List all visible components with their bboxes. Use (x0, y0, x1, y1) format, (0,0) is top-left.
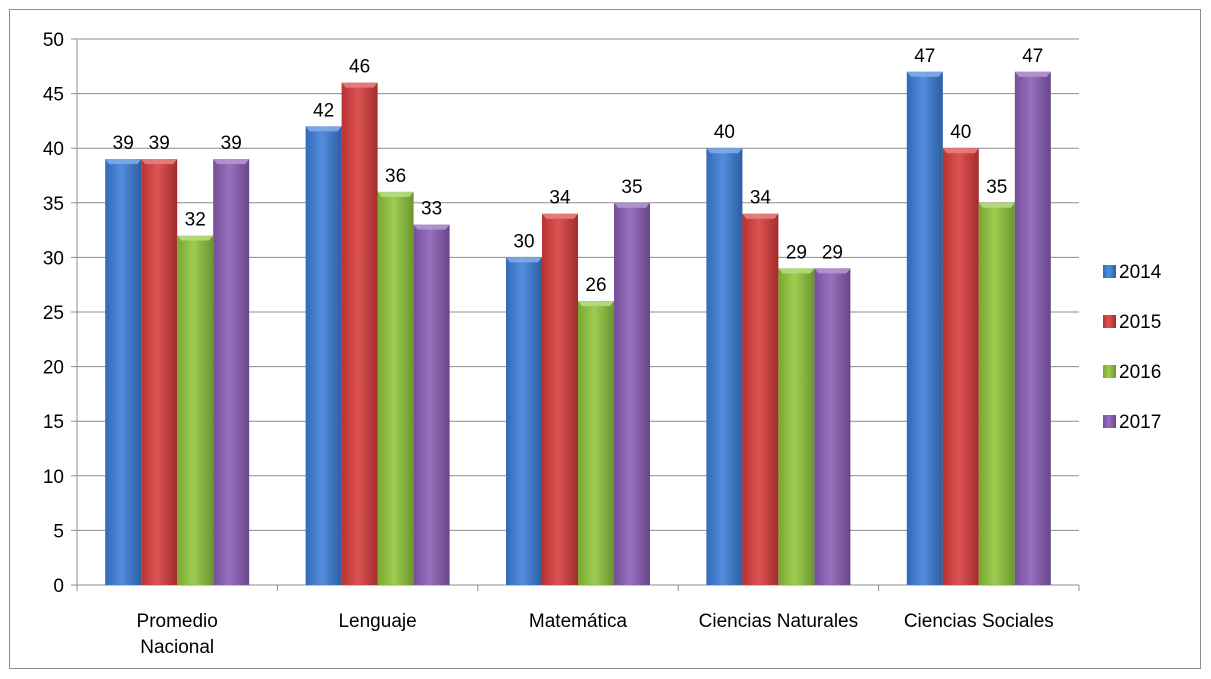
data-label: 29 (822, 242, 843, 263)
data-label: 40 (714, 122, 735, 143)
bar-cap (978, 202, 1015, 208)
bar-2015-3 (742, 213, 779, 585)
bar-2014-2 (506, 257, 542, 585)
bar-2016-3 (778, 268, 815, 585)
y-tick-label: 15 (43, 412, 64, 433)
y-tick-label: 0 (53, 576, 64, 597)
bar-2016-0 (177, 235, 214, 585)
bar-2015-4 (942, 148, 979, 585)
bar-2015-1 (341, 82, 378, 586)
bar-2017-4 (1014, 71, 1051, 585)
data-labels: 39 39 32 39 42 46 36 33 30 34 26 35 40 34 29 29 47 40 35 47 (113, 46, 1044, 296)
category-label: Ciencias Naturales (699, 611, 858, 632)
y-tick-label: 35 (43, 194, 64, 215)
data-label: 34 (549, 188, 571, 209)
data-label: 46 (349, 57, 370, 78)
y-tick-label: 10 (43, 467, 64, 488)
legend-swatch-2016 (1103, 365, 1116, 378)
data-label: 29 (786, 242, 807, 263)
bar-cap (177, 235, 214, 241)
legend-swatch-2014 (1103, 265, 1116, 278)
bar-2014-1 (305, 126, 342, 586)
bar-2016-2 (578, 301, 614, 585)
data-label: 39 (113, 133, 134, 154)
data-label: 32 (185, 210, 206, 231)
y-tick-label: 25 (43, 303, 64, 324)
bar-cap (341, 82, 378, 88)
bar-cap (614, 202, 650, 208)
data-label: 34 (750, 188, 772, 209)
data-label: 36 (385, 166, 406, 187)
legend-label-2015: 2015 (1119, 312, 1161, 333)
bar-2017-3 (814, 268, 851, 585)
bar-cap (1014, 71, 1051, 77)
bar-2014-0 (105, 159, 142, 585)
axes: 0 5 10 15 20 25 30 35 40 45 50 Promedio Nacional Leng… (43, 30, 1080, 658)
data-label: 33 (421, 199, 442, 220)
y-tick-label: 5 (53, 521, 64, 542)
data-label: 26 (585, 275, 606, 296)
bar-2014-3 (706, 148, 743, 585)
category-label: Ciencias Sociales (904, 611, 1054, 632)
bars (105, 71, 1051, 586)
bar-2017-1 (413, 224, 450, 585)
bar-cap (105, 159, 142, 165)
bar-cap (706, 148, 743, 154)
legend: 2014 2015 2016 2017 (1103, 262, 1162, 433)
bar-2017-0 (213, 159, 250, 585)
data-label: 42 (313, 100, 334, 121)
bar-cap (213, 159, 250, 165)
y-tick-label: 45 (43, 85, 64, 106)
data-label: 30 (513, 231, 534, 252)
legend-label-2014: 2014 (1119, 262, 1162, 283)
category-label: Nacional (140, 637, 214, 658)
legend-swatch-2017 (1103, 415, 1116, 428)
data-label: 47 (1022, 46, 1043, 67)
data-label: 40 (950, 122, 971, 143)
bar-cap (141, 159, 178, 165)
bar-2016-4 (978, 202, 1015, 586)
bar-chart: 0 5 10 15 20 25 30 35 40 45 50 Promedio Nacional Leng… (43, 30, 1162, 658)
data-label: 35 (621, 177, 642, 198)
bar-cap (778, 268, 815, 274)
bar-cap (742, 213, 779, 219)
legend-swatch-2015 (1103, 315, 1116, 328)
bar-cap (814, 268, 851, 274)
category-label: Lenguaje (338, 611, 416, 632)
bar-cap (578, 301, 614, 307)
bar-2016-1 (377, 191, 414, 585)
y-tick-label: 20 (43, 358, 64, 379)
category-label: Promedio (137, 611, 218, 632)
data-label: 47 (914, 46, 935, 67)
bar-2015-2 (542, 213, 578, 585)
category-label: Matemática (529, 611, 628, 632)
legend-label-2016: 2016 (1119, 362, 1161, 383)
data-label: 39 (221, 133, 242, 154)
bar-2014-4 (906, 71, 943, 585)
chart-frame: 0 5 10 15 20 25 30 35 40 45 50 Promedio Nacional Leng… (9, 9, 1201, 669)
bar-cap (942, 148, 979, 154)
bar-cap (906, 71, 943, 77)
y-tick-label: 50 (43, 30, 64, 51)
bar-cap (377, 191, 414, 197)
legend-label-2017: 2017 (1119, 412, 1161, 433)
bar-cap (506, 257, 542, 263)
data-label: 35 (986, 177, 1007, 198)
y-tick-label: 30 (43, 248, 64, 269)
bar-cap (542, 213, 578, 219)
bar-2017-2 (614, 202, 650, 586)
bar-2015-0 (141, 159, 178, 585)
data-label: 39 (149, 133, 170, 154)
bar-cap (413, 224, 450, 230)
y-tick-label: 40 (43, 139, 64, 160)
bar-cap (305, 126, 342, 132)
